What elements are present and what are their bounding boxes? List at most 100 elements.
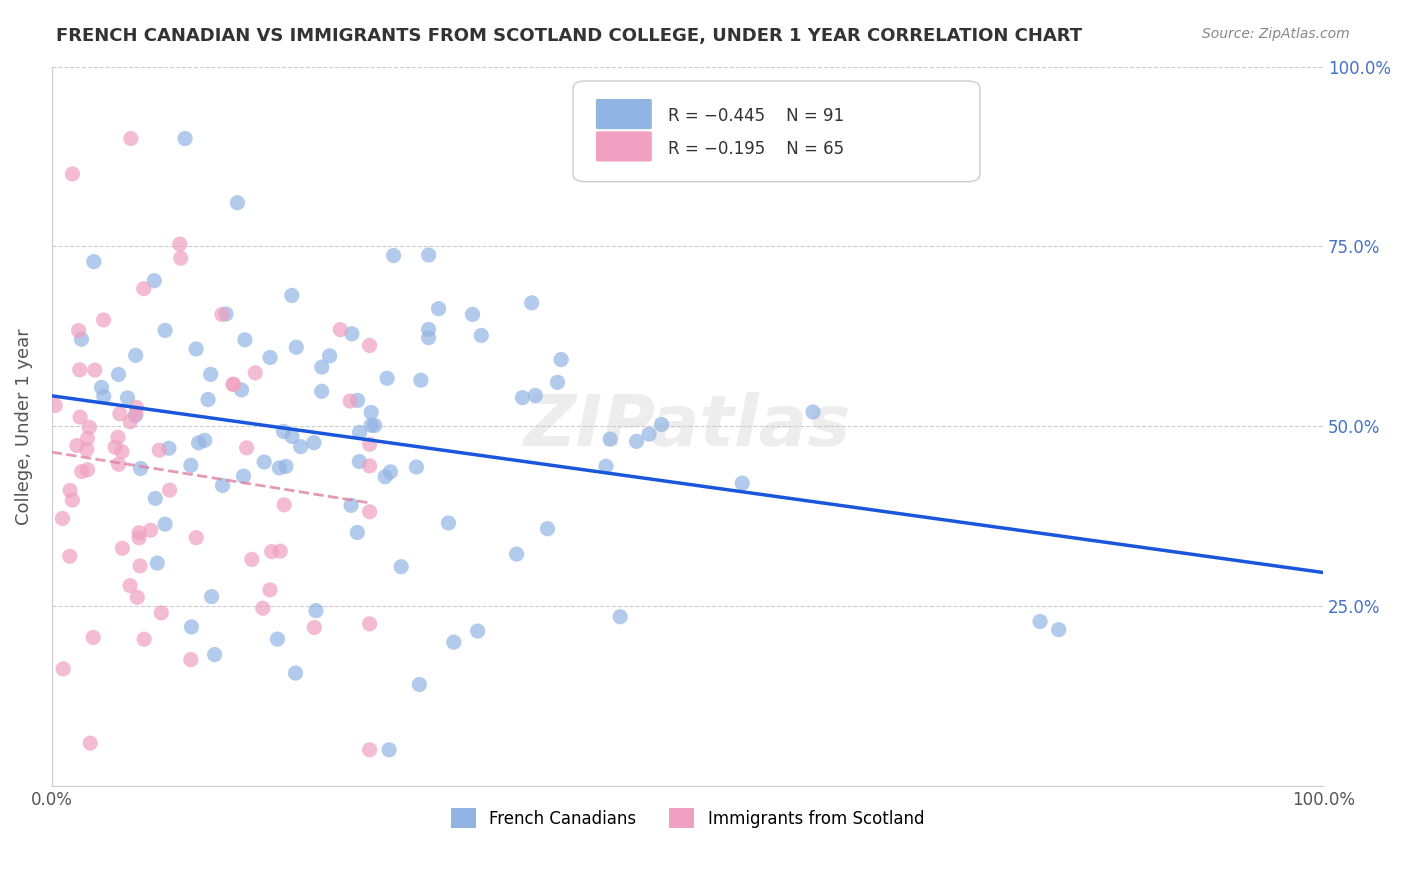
Immigrants from Scotland — [359, 505, 381, 519]
Immigrants from Scotland — [359, 458, 381, 473]
Immigrants from Scotland — [108, 407, 131, 421]
French Canadians — [418, 248, 440, 262]
French Canadians — [550, 352, 572, 367]
Immigrants from Scotland — [70, 465, 93, 479]
Immigrants from Scotland — [148, 443, 170, 458]
Immigrants from Scotland — [52, 662, 75, 676]
French Canadians — [253, 455, 276, 469]
French Canadians — [609, 609, 631, 624]
Immigrants from Scotland — [235, 441, 257, 455]
French Canadians — [595, 459, 617, 474]
French Canadians — [200, 368, 222, 382]
French Canadians — [90, 380, 112, 394]
French Canadians — [405, 460, 427, 475]
French Canadians — [180, 620, 202, 634]
French Canadians — [360, 418, 382, 433]
French Canadians — [231, 383, 253, 397]
French Canadians — [536, 522, 558, 536]
French Canadians — [153, 323, 176, 337]
French Canadians — [107, 368, 129, 382]
Immigrants from Scotland — [76, 442, 98, 457]
Immigrants from Scotland — [132, 632, 155, 647]
Immigrants from Scotland — [128, 531, 150, 545]
French Canadians — [194, 434, 217, 448]
Immigrants from Scotland — [69, 410, 91, 425]
Immigrants from Scotland — [359, 437, 381, 451]
Immigrants from Scotland — [125, 401, 148, 415]
Immigrants from Scotland — [180, 652, 202, 666]
French Canadians — [93, 389, 115, 403]
Immigrants from Scotland — [359, 743, 381, 757]
French Canadians — [184, 342, 207, 356]
Immigrants from Scotland — [76, 463, 98, 477]
French Canadians — [1047, 623, 1070, 637]
Immigrants from Scotland — [132, 282, 155, 296]
Immigrants from Scotland — [170, 251, 193, 265]
Immigrants from Scotland — [329, 323, 352, 337]
French Canadians — [375, 371, 398, 385]
Immigrants from Scotland — [82, 631, 104, 645]
French Canadians — [346, 525, 368, 540]
Immigrants from Scotland — [107, 458, 129, 472]
French Canadians — [467, 624, 489, 638]
Immigrants from Scotland — [118, 579, 141, 593]
French Canadians — [70, 332, 93, 346]
French Canadians — [117, 391, 139, 405]
French Canadians — [284, 666, 307, 681]
Immigrants from Scotland — [245, 366, 267, 380]
French Canadians — [201, 590, 224, 604]
Immigrants from Scotland — [125, 407, 148, 421]
Text: Source: ZipAtlas.com: Source: ZipAtlas.com — [1202, 27, 1350, 41]
Immigrants from Scotland — [269, 544, 291, 558]
French Canadians — [124, 348, 146, 362]
French Canadians — [470, 328, 492, 343]
Immigrants from Scotland — [186, 531, 208, 545]
French Canadians — [505, 547, 527, 561]
French Canadians — [311, 384, 333, 399]
French Canadians — [547, 376, 569, 390]
Immigrants from Scotland — [260, 544, 283, 558]
Immigrants from Scotland — [76, 432, 98, 446]
French Canadians — [374, 469, 396, 483]
French Canadians — [360, 405, 382, 419]
French Canadians — [318, 349, 340, 363]
Immigrants from Scotland — [128, 525, 150, 540]
Immigrants from Scotland — [129, 558, 152, 573]
Immigrants from Scotland — [222, 377, 245, 392]
Immigrants from Scotland — [139, 523, 162, 537]
Immigrants from Scotland — [150, 606, 173, 620]
Immigrants from Scotland — [273, 498, 295, 512]
Immigrants from Scotland — [79, 736, 101, 750]
French Canadians — [124, 409, 146, 423]
French Canadians — [349, 425, 371, 440]
French Canadians — [266, 632, 288, 647]
French Canadians — [382, 248, 405, 262]
Immigrants from Scotland — [259, 582, 281, 597]
Text: ZIPatlas: ZIPatlas — [524, 392, 851, 460]
French Canadians — [380, 465, 402, 479]
Immigrants from Scotland — [69, 363, 91, 377]
Immigrants from Scotland — [51, 511, 73, 525]
French Canadians — [259, 351, 281, 365]
French Canadians — [524, 388, 547, 402]
Immigrants from Scotland — [211, 308, 233, 322]
French Canadians — [197, 392, 219, 407]
French Canadians — [311, 359, 333, 374]
French Canadians — [211, 478, 233, 492]
French Canadians — [389, 559, 412, 574]
French Canadians — [174, 131, 197, 145]
Immigrants from Scotland — [359, 616, 381, 631]
French Canadians — [427, 301, 450, 316]
French Canadians — [626, 434, 648, 449]
French Canadians — [215, 307, 238, 321]
Immigrants from Scotland — [240, 552, 263, 566]
French Canadians — [363, 418, 385, 433]
Immigrants from Scotland — [62, 167, 84, 181]
FancyBboxPatch shape — [596, 99, 652, 129]
French Canadians — [226, 195, 249, 210]
Immigrants from Scotland — [339, 394, 361, 409]
Immigrants from Scotland — [222, 377, 245, 392]
French Canadians — [143, 274, 166, 288]
French Canadians — [274, 459, 297, 474]
French Canadians — [83, 254, 105, 268]
